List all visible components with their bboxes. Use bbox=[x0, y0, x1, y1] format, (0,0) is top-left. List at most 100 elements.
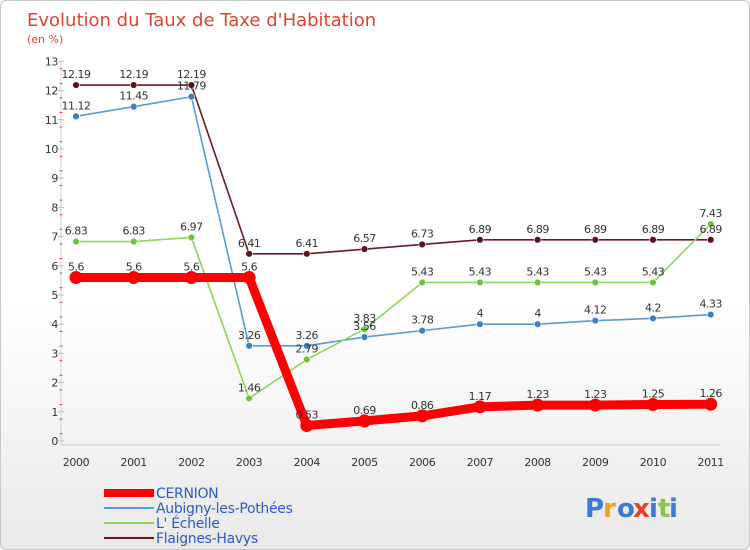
y-tick-label: 5 bbox=[51, 289, 58, 302]
data-label: 12.19 bbox=[62, 68, 91, 81]
chart-subtitle: (en %) bbox=[27, 33, 63, 46]
data-point bbox=[476, 236, 484, 244]
logo-letter: t bbox=[658, 494, 670, 524]
data-label: 5.6 bbox=[183, 260, 199, 273]
y-tick-label: 11 bbox=[45, 114, 58, 127]
data-label: 5.6 bbox=[68, 260, 84, 273]
y-tick-label: 7 bbox=[51, 231, 58, 244]
legend-label: Aubigny-les-Pothées bbox=[156, 501, 293, 517]
logo-letter: x bbox=[633, 494, 650, 524]
data-label: 4.33 bbox=[699, 298, 722, 311]
data-point bbox=[415, 409, 429, 423]
data-label: 1.23 bbox=[584, 388, 607, 401]
data-label: 4.12 bbox=[584, 304, 607, 317]
data-label: 1.46 bbox=[238, 381, 261, 394]
data-label: 3.26 bbox=[238, 329, 261, 342]
data-label: 1.23 bbox=[526, 388, 549, 401]
data-point bbox=[588, 398, 602, 412]
data-point bbox=[706, 220, 715, 228]
data-label: 5.6 bbox=[241, 260, 257, 273]
data-label: 12.19 bbox=[119, 68, 148, 81]
logo-letter: i bbox=[669, 494, 678, 524]
data-label: 6.89 bbox=[584, 223, 607, 236]
data-point bbox=[533, 278, 542, 287]
legend-label: L' Échelle bbox=[156, 515, 220, 532]
y-tick-label: 2 bbox=[51, 377, 58, 390]
logo-letter: r bbox=[603, 494, 616, 524]
series-line bbox=[71, 272, 716, 431]
y-tick-label: 9 bbox=[51, 172, 58, 185]
data-point bbox=[130, 81, 138, 89]
data-point bbox=[127, 270, 141, 284]
data-point bbox=[476, 320, 484, 328]
y-tick-label: 4 bbox=[51, 318, 58, 331]
x-tick-label: 2009 bbox=[582, 456, 609, 469]
data-label: 6.57 bbox=[353, 232, 376, 245]
data-point bbox=[360, 333, 369, 341]
logo-letter: P bbox=[585, 494, 604, 524]
series-line bbox=[75, 95, 712, 347]
x-tick-label: 2002 bbox=[178, 456, 204, 469]
data-label: 6.97 bbox=[180, 220, 203, 233]
data-point bbox=[187, 93, 196, 101]
data-label: 5.43 bbox=[526, 265, 549, 278]
data-point bbox=[649, 314, 657, 323]
data-label: 6.41 bbox=[296, 237, 319, 250]
series-line bbox=[75, 223, 712, 400]
data-point bbox=[649, 278, 657, 287]
data-point bbox=[242, 270, 256, 284]
data-point bbox=[360, 325, 369, 333]
data-label: 1.26 bbox=[699, 387, 722, 400]
data-point bbox=[531, 398, 545, 412]
y-tick-label: 10 bbox=[45, 143, 59, 156]
logo-letter: i bbox=[649, 494, 658, 524]
data-point bbox=[418, 278, 426, 287]
data-label: 0.53 bbox=[296, 409, 319, 422]
data-point bbox=[245, 250, 253, 258]
data-label: 4.2 bbox=[645, 301, 661, 314]
data-point bbox=[646, 398, 660, 411]
y-tick-label: 12 bbox=[45, 85, 58, 98]
data-point bbox=[245, 342, 253, 350]
data-label: 0.86 bbox=[411, 399, 434, 412]
data-point bbox=[72, 112, 80, 120]
data-point bbox=[187, 233, 196, 242]
x-tick-label: 2000 bbox=[63, 456, 90, 469]
logo-letter: o bbox=[617, 494, 635, 524]
data-label: 1.25 bbox=[642, 388, 665, 401]
data-label: 3.56 bbox=[353, 320, 376, 333]
x-tick-label: 2007 bbox=[467, 456, 494, 469]
data-label: 5.43 bbox=[584, 265, 607, 278]
data-label: 6.89 bbox=[699, 223, 722, 236]
data-point bbox=[591, 236, 599, 244]
y-tick-label: 3 bbox=[51, 347, 58, 360]
y-tick-label: 0 bbox=[51, 435, 58, 448]
data-point bbox=[184, 270, 198, 284]
data-label: 6.89 bbox=[642, 223, 665, 236]
data-point bbox=[360, 245, 369, 253]
data-point bbox=[69, 270, 83, 284]
data-point bbox=[303, 250, 311, 258]
y-tick-label: 13 bbox=[45, 55, 59, 68]
series-line bbox=[75, 84, 712, 255]
proxiti-logo: Pr ox i ti bbox=[585, 494, 678, 524]
x-tick-label: 2004 bbox=[294, 456, 321, 469]
data-label: 5.6 bbox=[126, 260, 142, 273]
legend-label: Flaignes-Havys bbox=[156, 531, 258, 547]
data-label: 5.43 bbox=[469, 265, 492, 278]
data-label: 11.45 bbox=[119, 90, 148, 103]
data-point bbox=[303, 342, 311, 350]
data-label: 3.26 bbox=[296, 329, 319, 342]
data-point bbox=[591, 278, 599, 287]
x-tick-label: 2011 bbox=[697, 456, 723, 469]
data-point bbox=[706, 310, 715, 319]
data-label: 7.43 bbox=[699, 207, 722, 220]
y-tick-label: 1 bbox=[51, 406, 58, 419]
y-tick-label: 8 bbox=[51, 201, 58, 214]
data-label: 11.12 bbox=[62, 99, 91, 112]
data-point bbox=[358, 414, 371, 428]
data-point bbox=[130, 102, 138, 111]
